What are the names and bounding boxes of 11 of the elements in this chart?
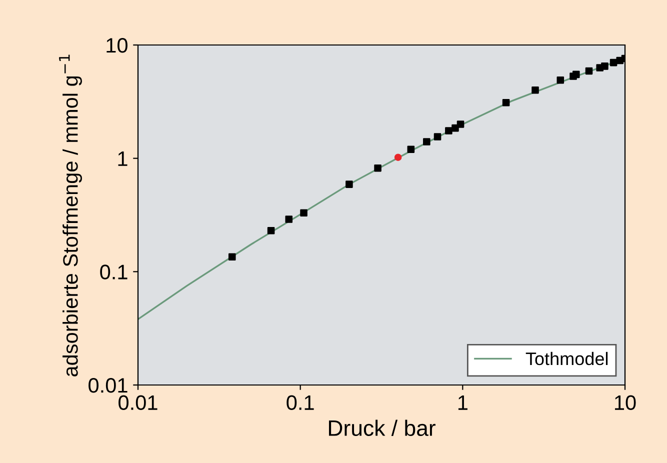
x-tick-label: 0.01 <box>118 395 158 410</box>
y-tick-label: 10 <box>106 38 128 53</box>
y-tick-label: 1 <box>118 152 128 166</box>
y-tick-label: 0.01 <box>88 378 128 393</box>
x-tick-label: 0.1 <box>286 395 314 410</box>
x-axis-title: Druck / bar <box>328 420 436 436</box>
x-tick-label: 1 <box>458 395 468 410</box>
y-tick-label: 0.1 <box>100 264 128 280</box>
x-tick-label: 10 <box>615 395 636 410</box>
legend-label: Tothmodel <box>526 352 608 366</box>
y-axis-title: adsorbierte Stoffmenge / mmol g$^{−1}$ <box>59 54 82 376</box>
